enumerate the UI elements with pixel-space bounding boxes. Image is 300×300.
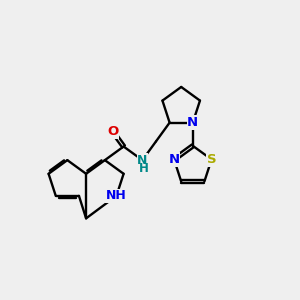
Text: NH: NH xyxy=(106,189,127,202)
Text: S: S xyxy=(207,153,216,166)
Text: N: N xyxy=(169,153,180,166)
Text: N: N xyxy=(137,154,148,167)
Text: O: O xyxy=(107,125,118,138)
Text: N: N xyxy=(187,116,198,129)
Text: H: H xyxy=(139,162,149,175)
